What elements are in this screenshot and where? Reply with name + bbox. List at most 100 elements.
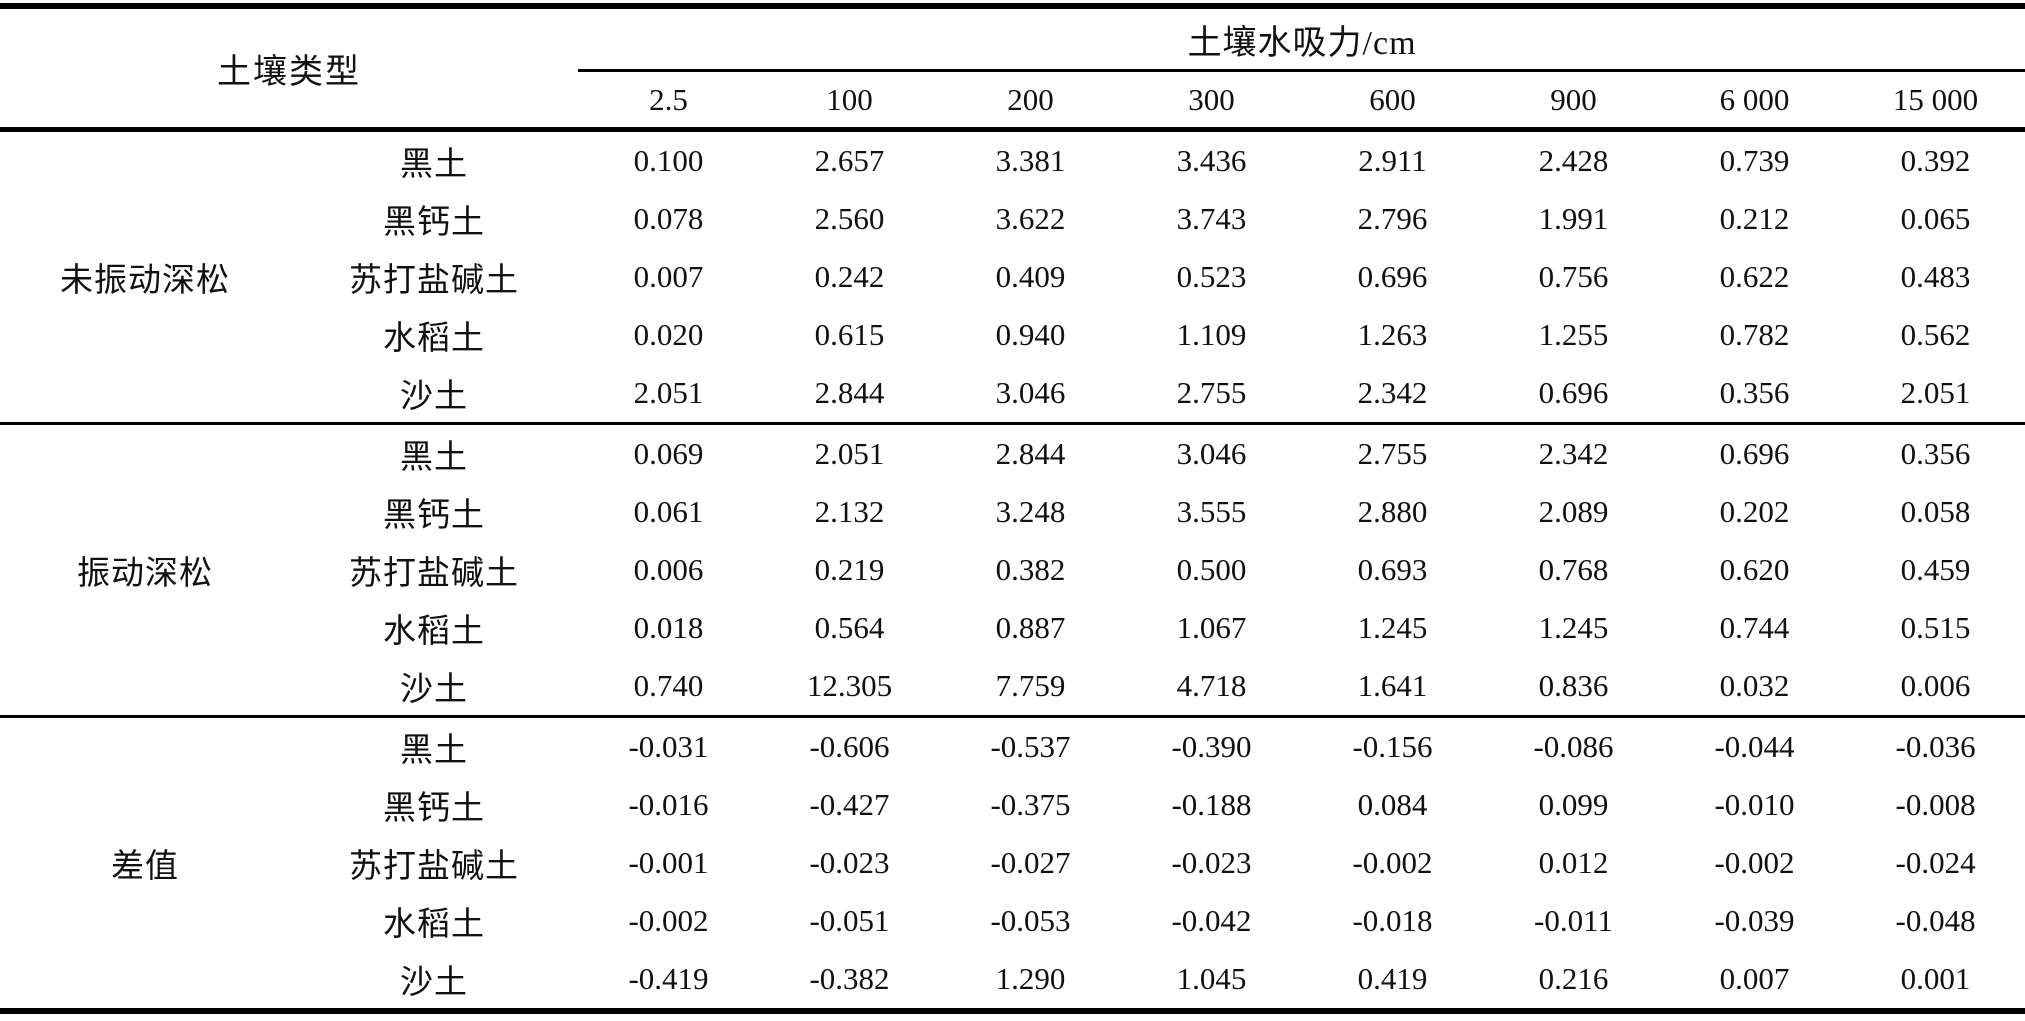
value-cell: 0.696 <box>1664 422 1845 483</box>
value-cell: 1.245 <box>1538 610 1609 645</box>
group-label-cell: 差值 <box>0 715 290 1011</box>
value-cell: 2.844 <box>940 422 1121 483</box>
value-cell: 3.046 <box>1121 422 1302 483</box>
value-cell: 0.483 <box>1900 259 1971 294</box>
value-cell: 0.756 <box>1538 259 1609 294</box>
value-cell: 1.109 <box>1176 317 1247 352</box>
value-cell: 0.216 <box>1538 961 1609 996</box>
value-cell: 0.515 <box>1900 610 1971 645</box>
value-cell: 1.245 <box>1357 610 1428 645</box>
value-cell: -0.016 <box>628 787 709 822</box>
value-cell: 2.051 <box>759 422 940 483</box>
value-cell: -0.023 <box>809 845 890 880</box>
value-cell: 1.045 <box>1176 961 1247 996</box>
value-cell: 0.740 <box>633 668 704 703</box>
value-cell: -0.010 <box>1714 787 1795 822</box>
value-cell: -0.051 <box>809 903 890 938</box>
soil-type-cell: 水稻土 <box>383 321 485 357</box>
value-cell: 2.755 <box>1302 422 1483 483</box>
value-cell: -0.002 <box>628 903 709 938</box>
group-label-cell: 振动深松 <box>0 422 290 717</box>
soil-type-cell: 黑土 <box>290 422 578 483</box>
value-cell: 2.796 <box>1357 201 1428 236</box>
value-cell: 2.342 <box>1483 422 1664 483</box>
table-row: 黑钙土 0.061 2.132 3.248 3.555 2.880 2.089 0.202 0.… <box>0 483 2025 541</box>
value-cell: 0.409 <box>995 259 1066 294</box>
value-cell: 1.641 <box>1357 668 1428 703</box>
value-cell: 0.012 <box>1538 845 1609 880</box>
table-row: 沙土 -0.419 -0.382 1.290 1.045 0.419 0.216 0.007 0… <box>0 950 2025 1011</box>
soil-type-cell: 苏打盐碱土 <box>349 556 519 592</box>
table-row: 水稻土 0.020 0.615 0.940 1.109 1.263 1.255 0.782 0.… <box>0 306 2025 364</box>
value-cell: 0.020 <box>633 317 704 352</box>
value-cell: -0.086 <box>1483 715 1664 776</box>
value-cell: 0.242 <box>814 259 885 294</box>
value-cell: -0.044 <box>1664 715 1845 776</box>
table-row: 沙土 2.051 2.844 3.046 2.755 2.342 0.696 0.356 2.0… <box>0 364 2025 424</box>
value-cell: -0.008 <box>1895 787 1976 822</box>
table-row: 苏打盐碱土 0.006 0.219 0.382 0.500 0.693 0.768 0.620… <box>0 541 2025 599</box>
value-cell: 0.007 <box>1719 961 1790 996</box>
table-row: 苏打盐碱土 0.007 0.242 0.409 0.523 0.696 0.756 0.622… <box>0 248 2025 306</box>
header-soil-type: 土壤类型 <box>217 53 361 91</box>
value-cell: -0.606 <box>759 715 940 776</box>
value-cell: 0.615 <box>814 317 885 352</box>
value-cell: 7.759 <box>995 668 1066 703</box>
value-cell: 0.100 <box>633 143 704 178</box>
value-cell: 0.007 <box>633 259 704 294</box>
table-row: 沙土 0.740 12.305 7.759 4.718 1.641 0.836 0.032 0.… <box>0 657 2025 717</box>
value-cell: -0.018 <box>1352 903 1433 938</box>
soil-type-cell: 沙土 <box>400 965 468 1001</box>
header-suction-col: 2.5 <box>649 81 688 117</box>
value-cell: 3.743 <box>1176 201 1247 236</box>
table-row: 未振动深松 黑土 0.100 2.657 3.381 3.436 2.911 2.428 0.7… <box>0 130 2025 299</box>
value-cell: 0.500 <box>1176 552 1247 587</box>
value-cell: 0.696 <box>1538 375 1609 410</box>
table-row: 差值 黑土 -0.031 -0.606 -0.537 -0.390 -0.156 -0.086… <box>0 715 2025 1011</box>
value-cell: 1.263 <box>1357 317 1428 352</box>
value-cell: 0.620 <box>1719 552 1790 587</box>
value-cell: 0.523 <box>1176 259 1247 294</box>
value-cell: 0.356 <box>1719 375 1790 410</box>
value-cell: 2.880 <box>1357 494 1428 529</box>
value-cell: 2.342 <box>1357 375 1428 410</box>
value-cell: -0.188 <box>1171 787 1252 822</box>
value-cell: 1.067 <box>1176 610 1247 645</box>
value-cell: 0.459 <box>1900 552 1971 587</box>
header-row-suction-values: 2.5 100 200 300 600 900 6 000 15 000 <box>0 71 2025 130</box>
header-suction-col: 600 <box>1369 81 1416 117</box>
value-cell: -0.537 <box>940 715 1121 776</box>
soil-type-cell: 黑钙土 <box>383 791 485 827</box>
value-cell: 0.069 <box>578 422 759 483</box>
header-suction-col: 6 000 <box>1719 81 1790 117</box>
header-suction-col: 200 <box>1007 81 1054 117</box>
value-cell: 0.084 <box>1357 787 1428 822</box>
value-cell: -0.390 <box>1121 715 1302 776</box>
value-cell: 2.755 <box>1176 375 1247 410</box>
value-cell: 1.991 <box>1538 201 1609 236</box>
value-cell: 0.887 <box>995 610 1066 645</box>
value-cell: 0.001 <box>1900 961 1971 996</box>
value-cell: 0.058 <box>1900 494 1971 529</box>
value-cell: -0.031 <box>578 715 759 776</box>
value-cell: 0.061 <box>633 494 704 529</box>
value-cell: 0.006 <box>1900 668 1971 703</box>
value-cell: 0.564 <box>814 610 885 645</box>
table-row: 振动深松 黑土 0.069 2.051 2.844 3.046 2.755 2.342 0.69… <box>0 422 2025 717</box>
soil-water-suction-table: 土壤类型 土壤水吸力/cm 2.5 100 200 300 600 900 6 … <box>0 3 2025 1014</box>
value-cell: 4.718 <box>1176 668 1247 703</box>
soil-type-cell: 黑土 <box>400 147 468 183</box>
value-cell: 0.696 <box>1357 259 1428 294</box>
value-cell: 0.836 <box>1538 668 1609 703</box>
value-cell: 3.248 <box>995 494 1066 529</box>
value-cell: 0.693 <box>1357 552 1428 587</box>
soil-type-cell: 黑钙土 <box>383 498 485 534</box>
value-cell: 2.560 <box>814 201 885 236</box>
table-row: 黑钙土 -0.016 -0.427 -0.375 -0.188 0.084 0.099 -0.… <box>0 776 2025 834</box>
soil-type-cell: 黑钙土 <box>383 205 485 241</box>
value-cell: -0.053 <box>990 903 1071 938</box>
value-cell: 12.305 <box>806 668 893 703</box>
value-cell: -0.048 <box>1895 903 1976 938</box>
value-cell: 2.132 <box>814 494 885 529</box>
